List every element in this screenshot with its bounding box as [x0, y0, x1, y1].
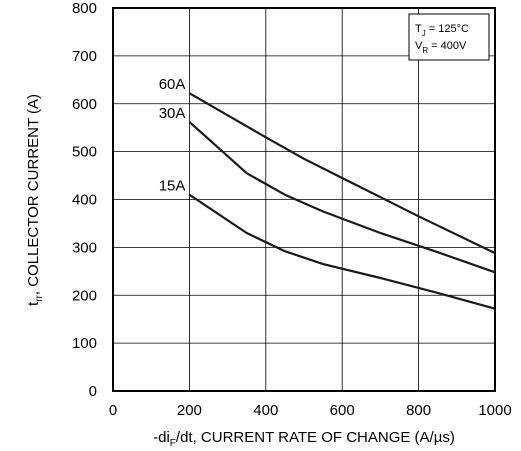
y-tick-100: 100	[72, 335, 97, 352]
y-axis-title-subscript: rr	[34, 294, 45, 301]
vr-value: = 400V	[428, 40, 467, 52]
series-line-30A	[188, 121, 496, 274]
series-label-15A: 15A	[159, 178, 186, 195]
y-axis-title-rest: , COLLECTOR CURRENT (A)	[25, 94, 42, 295]
y-tick-700: 700	[72, 48, 97, 65]
tj-symbol: T	[415, 23, 422, 35]
tj-value: = 125°C	[426, 23, 469, 35]
condition-vr: VR = 400V	[415, 40, 467, 55]
grid	[113, 8, 495, 391]
x-axis-title: -diF/dt, CURRENT RATE OF CHANGE (A/µs)	[153, 429, 455, 449]
x-axis-title-rest: /dt, CURRENT RATE OF CHANGE (A/µs)	[176, 429, 455, 446]
y-axis-title-main: t	[25, 301, 42, 306]
vr-subscript: R	[422, 46, 428, 55]
x-tick-1000: 1000	[478, 402, 511, 419]
x-tick-0: 0	[109, 402, 117, 419]
tick-labels: 0 200 400 600 800 1000 0 100 200 300 400 500 600 700 8…	[72, 0, 512, 419]
x-tick-800: 800	[406, 402, 431, 419]
vr-symbol: V	[415, 40, 423, 52]
series-lines	[188, 92, 496, 310]
tj-subscript: J	[422, 29, 426, 38]
y-tick-800: 800	[72, 0, 97, 17]
y-tick-0: 0	[89, 383, 97, 400]
series-line-15A	[188, 193, 496, 310]
series-labels: 60A 30A 15A	[159, 76, 186, 194]
y-axis-title: trr, COLLECTOR CURRENT (A)	[25, 94, 45, 306]
x-axis-title-subscript: F	[170, 438, 176, 449]
y-tick-300: 300	[72, 239, 97, 256]
x-tick-600: 600	[330, 402, 355, 419]
y-tick-400: 400	[72, 192, 97, 209]
x-axis-title-prefix: -di	[153, 429, 170, 446]
y-tick-600: 600	[72, 96, 97, 113]
y-tick-500: 500	[72, 144, 97, 161]
condition-tj: TJ = 125°C	[415, 23, 469, 38]
x-tick-200: 200	[177, 402, 202, 419]
series-line-60A	[188, 92, 496, 255]
plot-frame	[112, 7, 496, 392]
x-tick-400: 400	[253, 402, 278, 419]
series-label-30A: 30A	[159, 105, 186, 122]
y-tick-200: 200	[72, 287, 97, 304]
conditions-box: TJ = 125°C VR = 400V	[408, 13, 490, 61]
series-label-60A: 60A	[159, 76, 186, 93]
